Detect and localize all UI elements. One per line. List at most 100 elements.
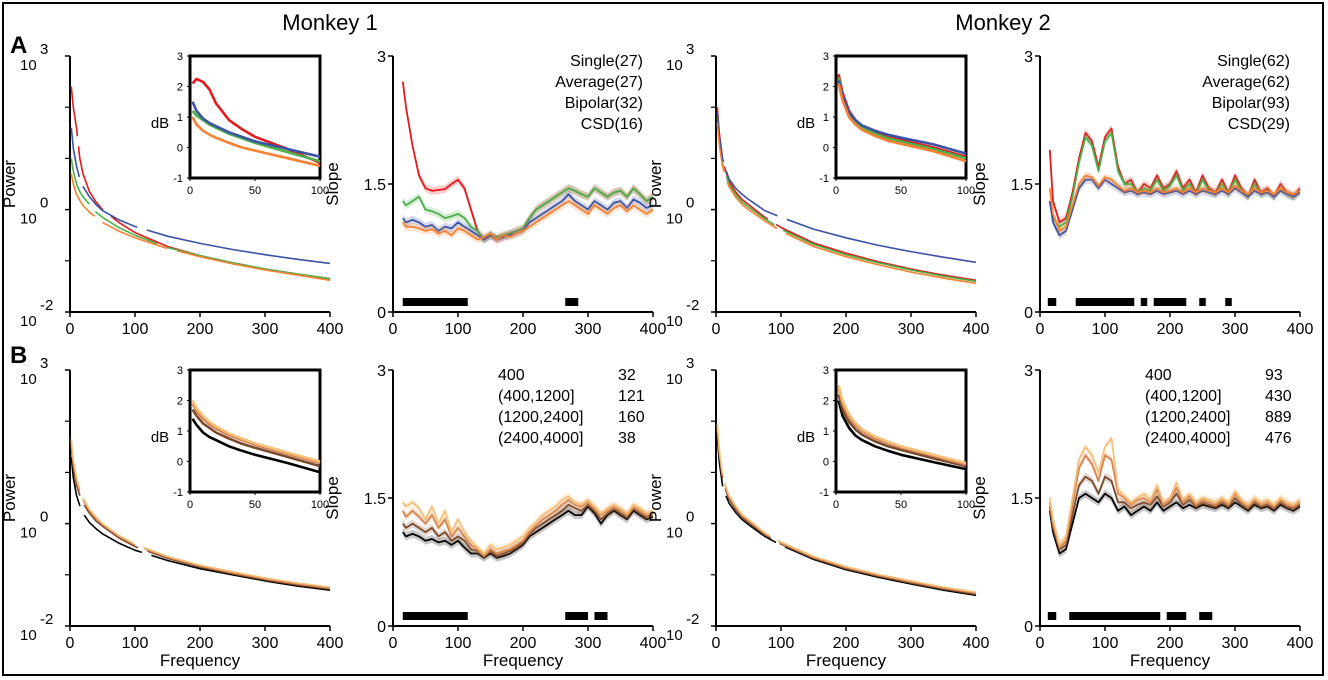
series-band-average <box>402 184 653 244</box>
x-tick-label: 100 <box>445 635 472 652</box>
inset-series-line-depth_400_1200 <box>191 408 321 468</box>
x-tick-label: 300 <box>252 635 279 652</box>
y-tick-label-exponent: -2 <box>686 297 699 314</box>
series-line-single <box>1048 127 1301 224</box>
y-axis-label: Power <box>0 474 19 523</box>
inset-x-tick-label: 0 <box>187 499 193 511</box>
inset-y-tick-label: 2 <box>823 396 829 408</box>
inset-x-tick-label: 100 <box>957 185 975 197</box>
inset-x-tick-label: 50 <box>249 185 261 197</box>
series-line-csd <box>1048 174 1301 232</box>
y-axis-label: Power <box>0 160 19 209</box>
inset-x-tick-label: 0 <box>833 185 839 197</box>
series-line-depth_400 <box>1048 492 1301 555</box>
panel-A1-slope: 0 100 200 300 400 3 1.5 0 Slope Single(27) Average… <box>323 49 666 338</box>
inset-series-line-depth_400 <box>837 400 967 471</box>
inset-series-line-average <box>191 110 321 163</box>
legend-label-single: Single(27) <box>570 53 643 70</box>
inset-x-tick-label: 50 <box>895 185 907 197</box>
inset-y-tick-label: 0 <box>177 143 183 155</box>
y-tick-label-base: 10 <box>20 57 37 74</box>
y-tick-label-base: 10 <box>666 313 683 330</box>
x-tick-label: 0 <box>712 635 721 652</box>
series-line-depth_400 <box>716 436 977 597</box>
significance-bar <box>1047 612 1057 620</box>
x-tick-label: 200 <box>1157 635 1184 652</box>
significance-bar <box>1075 298 1135 306</box>
y-tick-label-base: 10 <box>666 57 683 74</box>
inset-y-axis-label: dB <box>797 115 815 132</box>
series-band-bipolar <box>1049 175 1300 240</box>
inset-series-line-csd <box>191 116 321 168</box>
y-tick-label-exponent: -2 <box>686 611 699 628</box>
y-tick-label-base: 10 <box>20 627 37 644</box>
x-tick-label: 300 <box>1222 635 1249 652</box>
y-tick-label-base: 10 <box>20 313 37 330</box>
legend-label-bipolar: Bipolar(32) <box>565 95 643 112</box>
y-tick-label-exponent: 3 <box>40 41 48 58</box>
y-tick-label: 0 <box>1024 305 1033 322</box>
y-tick-label-base: 10 <box>666 525 683 542</box>
x-tick-label: 0 <box>389 321 398 338</box>
y-tick-label: 3 <box>377 363 386 380</box>
series-line-bipolar <box>402 193 654 241</box>
y-tick-label-exponent: 0 <box>40 195 48 212</box>
inset-y-tick-label: 3 <box>823 51 829 63</box>
y-tick-label-exponent: 3 <box>40 355 48 372</box>
series-line-depth_2400_4000 <box>716 423 977 593</box>
y-tick-label-exponent: 3 <box>686 355 694 372</box>
inset-x-tick-label: 0 <box>833 499 839 511</box>
x-tick-label: 300 <box>575 321 602 338</box>
legend-label-average: Average(27) <box>555 74 643 91</box>
x-tick-label: 400 <box>640 321 667 338</box>
y-tick-label-exponent: 0 <box>686 509 694 526</box>
x-tick-label: 100 <box>122 635 149 652</box>
x-axis-label: Frequency <box>483 651 564 670</box>
inset-y-tick-label: 1 <box>177 426 183 438</box>
y-axis-label: Power <box>646 474 665 523</box>
y-tick-label-base: 10 <box>20 211 37 228</box>
legend-label-depth_400_1200: (400,1200] <box>1145 388 1222 405</box>
significance-bar <box>565 298 579 306</box>
inset-B2-power: 3 2 1 0 -1 0 50 100 dB <box>797 365 975 511</box>
y-tick-label-base: 10 <box>666 211 683 228</box>
series-band-depth_400_1200 <box>402 500 653 560</box>
significance-bar <box>565 612 588 620</box>
inset-y-tick-label: 1 <box>823 426 829 438</box>
inset-y-tick-label: 2 <box>177 82 183 94</box>
legend-count-depth_2400_4000: 38 <box>618 430 636 447</box>
legend-label-depth_2400_4000: (2400,4000] <box>498 430 583 447</box>
legend-count-depth_400: 32 <box>618 367 636 384</box>
series-line-average <box>716 117 977 283</box>
x-tick-label: 400 <box>317 321 344 338</box>
series-line-average <box>402 187 654 241</box>
y-tick-label-exponent: -2 <box>40 297 53 314</box>
y-tick-label-exponent: 0 <box>686 195 694 212</box>
x-tick-label: 300 <box>1222 321 1249 338</box>
inset-series-line-depth_400 <box>191 418 321 474</box>
legend-count-depth_2400_4000: 476 <box>1265 430 1292 447</box>
y-tick-label: 1.5 <box>1011 177 1033 194</box>
series-band-depth_400 <box>402 502 653 562</box>
series-line-depth_400 <box>70 456 331 591</box>
series-line-depth_1200_2400 <box>1048 454 1301 549</box>
y-tick-label-base: 10 <box>666 371 683 388</box>
monkey2-title: Monkey 2 <box>955 10 1050 35</box>
x-tick-label: 300 <box>898 635 925 652</box>
inset-frame <box>834 54 968 180</box>
inset-y-axis-label: dB <box>151 115 169 132</box>
inset-x-tick-label: 50 <box>895 499 907 511</box>
inset-x-tick-label: 100 <box>311 185 329 197</box>
legend-label-csd: CSD(29) <box>1228 116 1290 133</box>
x-tick-label: 200 <box>187 635 214 652</box>
y-tick-label: 1.5 <box>1011 491 1033 508</box>
panel-A2-slope: 0 100 200 300 400 3 1.5 0 Slope Single(62) Average… <box>970 49 1313 338</box>
panel-B1-slope: 0 100 200 300 400 3 1.5 0 Slope Frequency 400 32 (40… <box>323 363 666 670</box>
series-line-depth_1200_2400 <box>402 498 654 557</box>
legend-label-single: Single(62) <box>1217 53 1290 70</box>
legend-label-depth_2400_4000: (2400,4000] <box>1145 430 1230 447</box>
inset-x-tick-label: 50 <box>249 499 261 511</box>
inset-B1-power: 3 2 1 0 -1 0 50 100 dB <box>151 365 329 511</box>
